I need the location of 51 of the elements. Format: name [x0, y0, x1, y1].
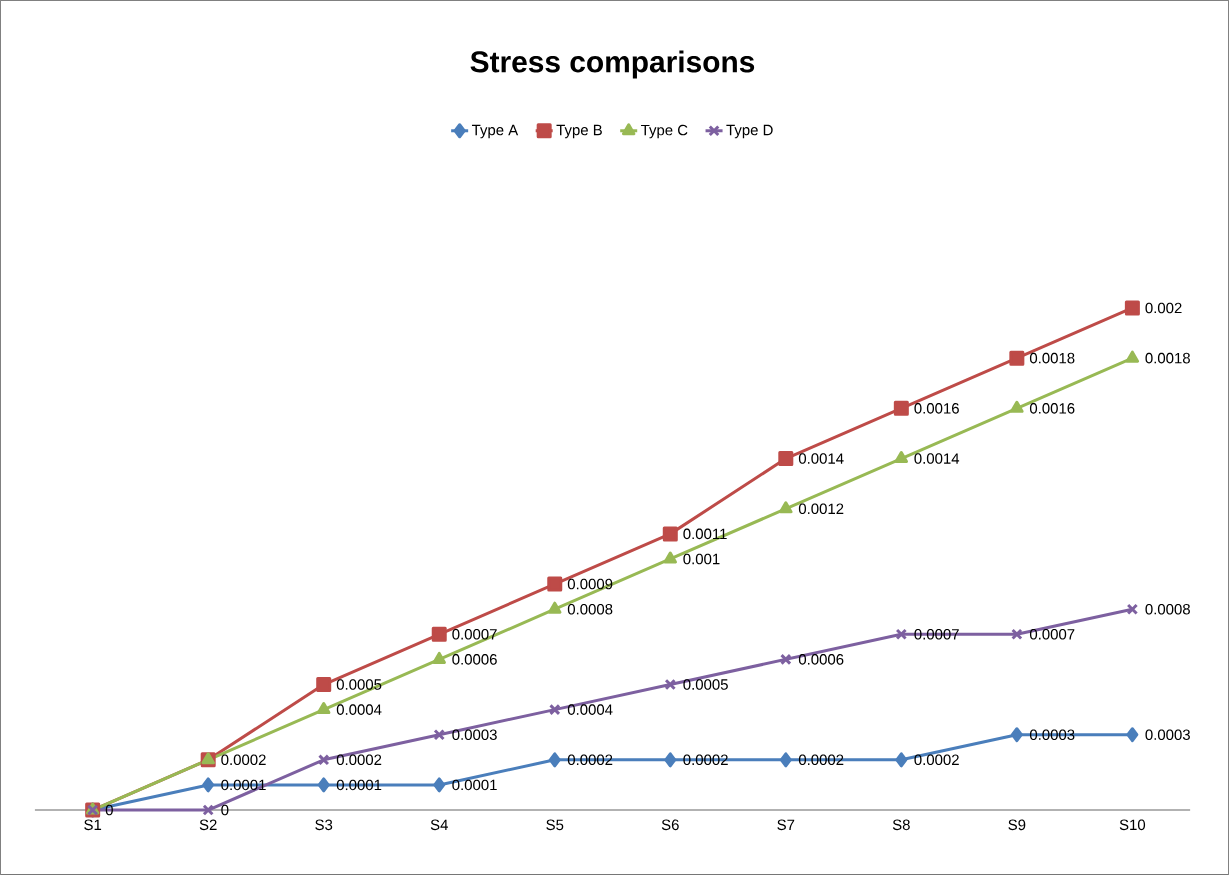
data-label: 0.0018 — [1145, 352, 1190, 364]
x-tick-label: S3 — [315, 819, 333, 831]
data-label: 0.001 — [683, 553, 720, 565]
data-label: 0.0011 — [683, 528, 727, 540]
data-label: 0.0007 — [914, 629, 959, 640]
data-label: 0.0007 — [1029, 629, 1075, 640]
data-label: 0.0007 — [452, 629, 497, 640]
data-label: 0 — [105, 804, 113, 816]
data-label: 0.0003 — [452, 729, 497, 741]
data-label: 0.0001 — [452, 779, 497, 791]
data-label: 0.0001 — [221, 779, 266, 791]
data-label: 0.0008 — [1145, 603, 1190, 615]
x-tick-label: S1 — [84, 819, 102, 831]
data-label: 0.0001 — [336, 779, 382, 791]
data-label: 0.0002 — [567, 754, 613, 766]
data-label: 0.0005 — [683, 679, 728, 690]
data-label: 0.0005 — [336, 679, 382, 690]
data-label: 0.0008 — [567, 603, 613, 615]
data-label: 0.0002 — [221, 754, 266, 766]
data-label: 0.0002 — [683, 754, 728, 766]
x-tick-label: S6 — [661, 819, 679, 831]
data-label: 0.0002 — [798, 754, 844, 766]
x-tick-label: S2 — [199, 819, 217, 831]
x-tick-label: S8 — [892, 819, 910, 831]
data-label: 0.0012 — [798, 503, 844, 515]
data-label: 0.0014 — [798, 453, 844, 464]
data-label: 0.0016 — [1029, 403, 1075, 414]
data-label: 0.002 — [1145, 302, 1182, 314]
data-label: 0.0004 — [567, 704, 613, 715]
data-label: 0.0018 — [1029, 352, 1075, 364]
legend-label: Type D — [726, 124, 773, 139]
data-label: 0.0002 — [914, 754, 959, 766]
x-tick-label: S7 — [777, 819, 795, 831]
data-label: 0 — [221, 804, 229, 816]
x-tick-label: S10 — [1119, 819, 1146, 831]
x-tick-label: S5 — [546, 819, 564, 831]
data-label: 0.0009 — [567, 578, 613, 590]
data-label: 0.0006 — [798, 654, 844, 665]
data-label: 0.0003 — [1145, 729, 1190, 741]
data-label: 0.0016 — [914, 403, 959, 414]
legend-label: Type C — [641, 124, 688, 139]
legend-label: Type B — [556, 124, 602, 139]
chart-title: Stress comparisons — [470, 50, 755, 79]
data-label: 0.0004 — [336, 704, 382, 715]
data-label: 0.0002 — [336, 754, 382, 766]
data-label: 0.0014 — [914, 453, 960, 464]
legend-label: Type A — [471, 124, 519, 139]
data-label: 0.0003 — [1029, 729, 1075, 741]
data-label: 0.0006 — [452, 654, 497, 665]
x-tick-label: S4 — [430, 819, 448, 831]
x-tick-label: S9 — [1008, 819, 1026, 831]
